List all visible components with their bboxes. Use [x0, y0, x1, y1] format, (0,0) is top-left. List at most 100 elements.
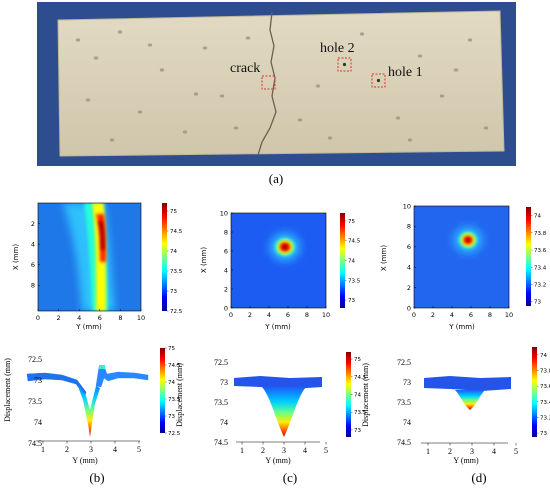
- colorbar-tick: 73.2: [540, 415, 550, 421]
- heatmap-y-tick: 4: [407, 264, 411, 272]
- profile-y-tick: 74: [220, 418, 228, 427]
- profile-x-tick: 1: [240, 446, 244, 455]
- colorbar-tick: 73.5: [348, 278, 361, 284]
- heatmap-x-tick: 2: [431, 311, 435, 319]
- hole1-marker: [371, 73, 386, 88]
- colorbar-tick: 73.5: [354, 410, 367, 416]
- heatmap-y-tick: 6: [407, 243, 411, 251]
- colorbar-tick: 73.8: [534, 231, 547, 237]
- colorbar-tick: 73.6: [540, 384, 550, 390]
- hole2-marker: [337, 57, 352, 72]
- heatmap-b-xlabel: Y (mm): [75, 323, 102, 331]
- heatmap-y-tick: 10: [220, 209, 228, 217]
- colorbar-tick: 72.5: [170, 309, 183, 315]
- profile-b-dip: [76, 381, 100, 437]
- profile-x-tick: 4: [492, 447, 496, 456]
- profile-x-tick: 5: [137, 445, 141, 454]
- colorbar-tick: 74.5: [168, 363, 181, 369]
- colorbar-tick: 73.4: [540, 400, 550, 406]
- colorbar-tick: 73: [348, 298, 355, 304]
- profile-x-tick: 3: [89, 445, 93, 454]
- profile-x-tick: 4: [303, 446, 307, 455]
- profile-y-tick: 74.5: [214, 438, 228, 447]
- heatmap-b: 0 2 4 6 8 10 2 4 6 8 Y (mm) X (mm) 75 74.5 74 73.5 73…: [12, 202, 183, 331]
- colorbar-tick: 73: [354, 428, 361, 434]
- heatmap-c-ylabel: X (mm): [200, 247, 208, 273]
- heatmap-x-tick: 6: [286, 311, 290, 319]
- panel-label-c: (c): [283, 470, 297, 485]
- profile-d-colorbar: [532, 347, 537, 437]
- profile-d-colorbar-ticks: 74 73.8 73.6 73.4 73.2 73: [537, 353, 550, 437]
- heatmap-y-tick: 0: [224, 304, 228, 312]
- heatmap-y-tick: 0: [407, 304, 411, 312]
- profile-y-tick: 72.5: [397, 358, 411, 367]
- colorbar-tick: 74.5: [348, 239, 361, 245]
- profile-b-xlabel: Y (mm): [72, 456, 98, 465]
- heatmap-y-tick: 2: [224, 285, 228, 293]
- profile-d-band: [424, 376, 511, 391]
- colorbar-tick: 74: [348, 259, 355, 265]
- heatmap-x-tick: 8: [488, 311, 492, 319]
- profile-c-xlabel: Y (mm): [265, 456, 291, 465]
- profile-x-tick: 3: [470, 447, 474, 456]
- profile-x-tick: 2: [261, 446, 265, 455]
- profile-y-tick: 72.5: [28, 355, 42, 364]
- colorbar-tick: 73.2: [534, 282, 546, 288]
- profile-b-colorbar: [160, 348, 165, 433]
- profile-x-tick: 1: [426, 447, 430, 456]
- heatmap-x-tick: 2: [248, 311, 252, 319]
- profile-x-tick: 5: [514, 447, 518, 456]
- heatmap-d-field: [414, 206, 509, 308]
- heatmap-x-tick: 10: [322, 311, 330, 319]
- heatmap-c-colorbar-ticks: 75 74.5 74 73.5 73: [345, 219, 361, 304]
- colorbar-tick: 73.5: [170, 269, 183, 275]
- colorbar-tick: 74.5: [354, 375, 367, 381]
- profile-d-xlabel: Y (mm): [453, 456, 479, 465]
- profile-x-tick: 1: [41, 445, 45, 454]
- colorbar-tick: 73: [540, 431, 547, 437]
- profile-y-tick: 73: [220, 378, 228, 387]
- heatmap-y-tick: 2: [407, 284, 411, 292]
- concrete-specimen: [57, 10, 505, 157]
- heatmap-b-colorbar-ticks: 75 74.5 74 73.5 73 72.5: [167, 209, 183, 315]
- heatmap-d-xlabel: Y (mm): [448, 323, 475, 331]
- colorbar-tick: 74: [354, 393, 361, 399]
- heatmap-x-tick: 0: [36, 314, 40, 322]
- colorbar-tick: 75: [354, 357, 361, 363]
- heatmap-x-tick: 6: [469, 311, 473, 319]
- hole1-label: hole 1: [388, 65, 423, 80]
- heatmap-d-colorbar: [526, 207, 531, 306]
- heatmap-y-tick: 6: [224, 247, 228, 255]
- heatmap-d-ticks: 0 2 4 6 8 10 10 8 6 4 2 0: [403, 202, 513, 319]
- profile-c-ylabel: Displacement (mm): [175, 363, 184, 427]
- colorbar-tick: 74: [168, 380, 175, 386]
- colorbar-tick: 74: [170, 249, 177, 255]
- heatmap-c-colorbar: [340, 213, 345, 308]
- heatmap-x-tick: 4: [77, 314, 81, 322]
- heatmap-y-tick: 4: [31, 240, 35, 248]
- crack-marker: [261, 75, 276, 90]
- heatmap-b-colorbar: [162, 203, 167, 311]
- heatmap-y-tick: 8: [224, 228, 228, 236]
- profile-b: 1 2 3 4 5 72.5 73 73.5 74 74.5 Y (mm) Displacemen…: [3, 346, 181, 465]
- heatmap-x-tick: 8: [118, 314, 122, 322]
- heatmap-y-tick: 10: [403, 202, 411, 210]
- profile-d-ylabel: Displacement (mm): [361, 363, 370, 427]
- heatmap-x-tick: 4: [450, 311, 454, 319]
- heatmap-c-xlabel: Y (mm): [264, 323, 291, 331]
- profile-c-dip: [262, 387, 306, 437]
- profile-x-tick: 2: [65, 445, 69, 454]
- hole2-dot: [342, 62, 347, 67]
- profile-c-colorbar-ticks: 75 74.5 74 73.5 73: [351, 357, 367, 434]
- surface-pores: [75, 30, 489, 142]
- colorbar-tick: 74.5: [170, 229, 183, 235]
- heatmap-b-ticks: 0 2 4 6 8 10 2 4 6 8: [31, 220, 145, 322]
- profile-y-tick: 73.5: [214, 398, 228, 407]
- profile-d-dip: [455, 390, 485, 410]
- crack-label: crack: [230, 61, 260, 76]
- profile-b-ylabel: Displacement (mm): [3, 358, 12, 422]
- heatmap-c-ticks: 0 2 4 6 8 10 10 8 6 4 2 0: [220, 209, 330, 319]
- profile-c-axes: 1 2 3 4 5 72.5 73 73.5 74 74.5: [214, 358, 328, 455]
- profile-d-axes: 1 2 3 4 5 72.5 73 73.5 74 74.5: [397, 358, 518, 456]
